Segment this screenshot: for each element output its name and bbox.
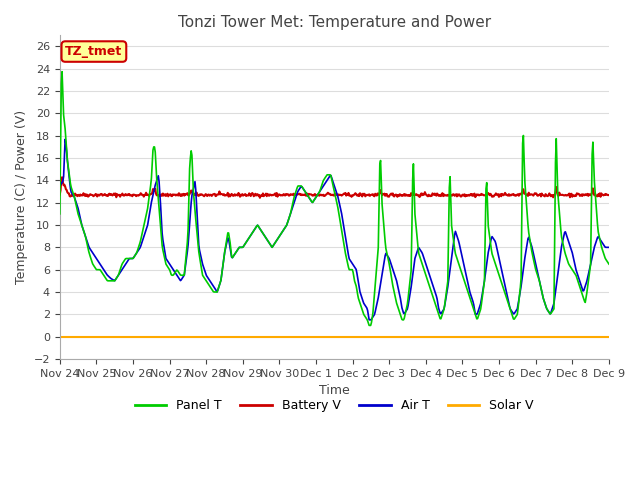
Legend: Panel T, Battery V, Air T, Solar V: Panel T, Battery V, Air T, Solar V (130, 395, 539, 418)
Text: TZ_tmet: TZ_tmet (65, 45, 122, 58)
Title: Tonzi Tower Met: Temperature and Power: Tonzi Tower Met: Temperature and Power (178, 15, 491, 30)
Y-axis label: Temperature (C) / Power (V): Temperature (C) / Power (V) (15, 110, 28, 284)
X-axis label: Time: Time (319, 384, 349, 397)
